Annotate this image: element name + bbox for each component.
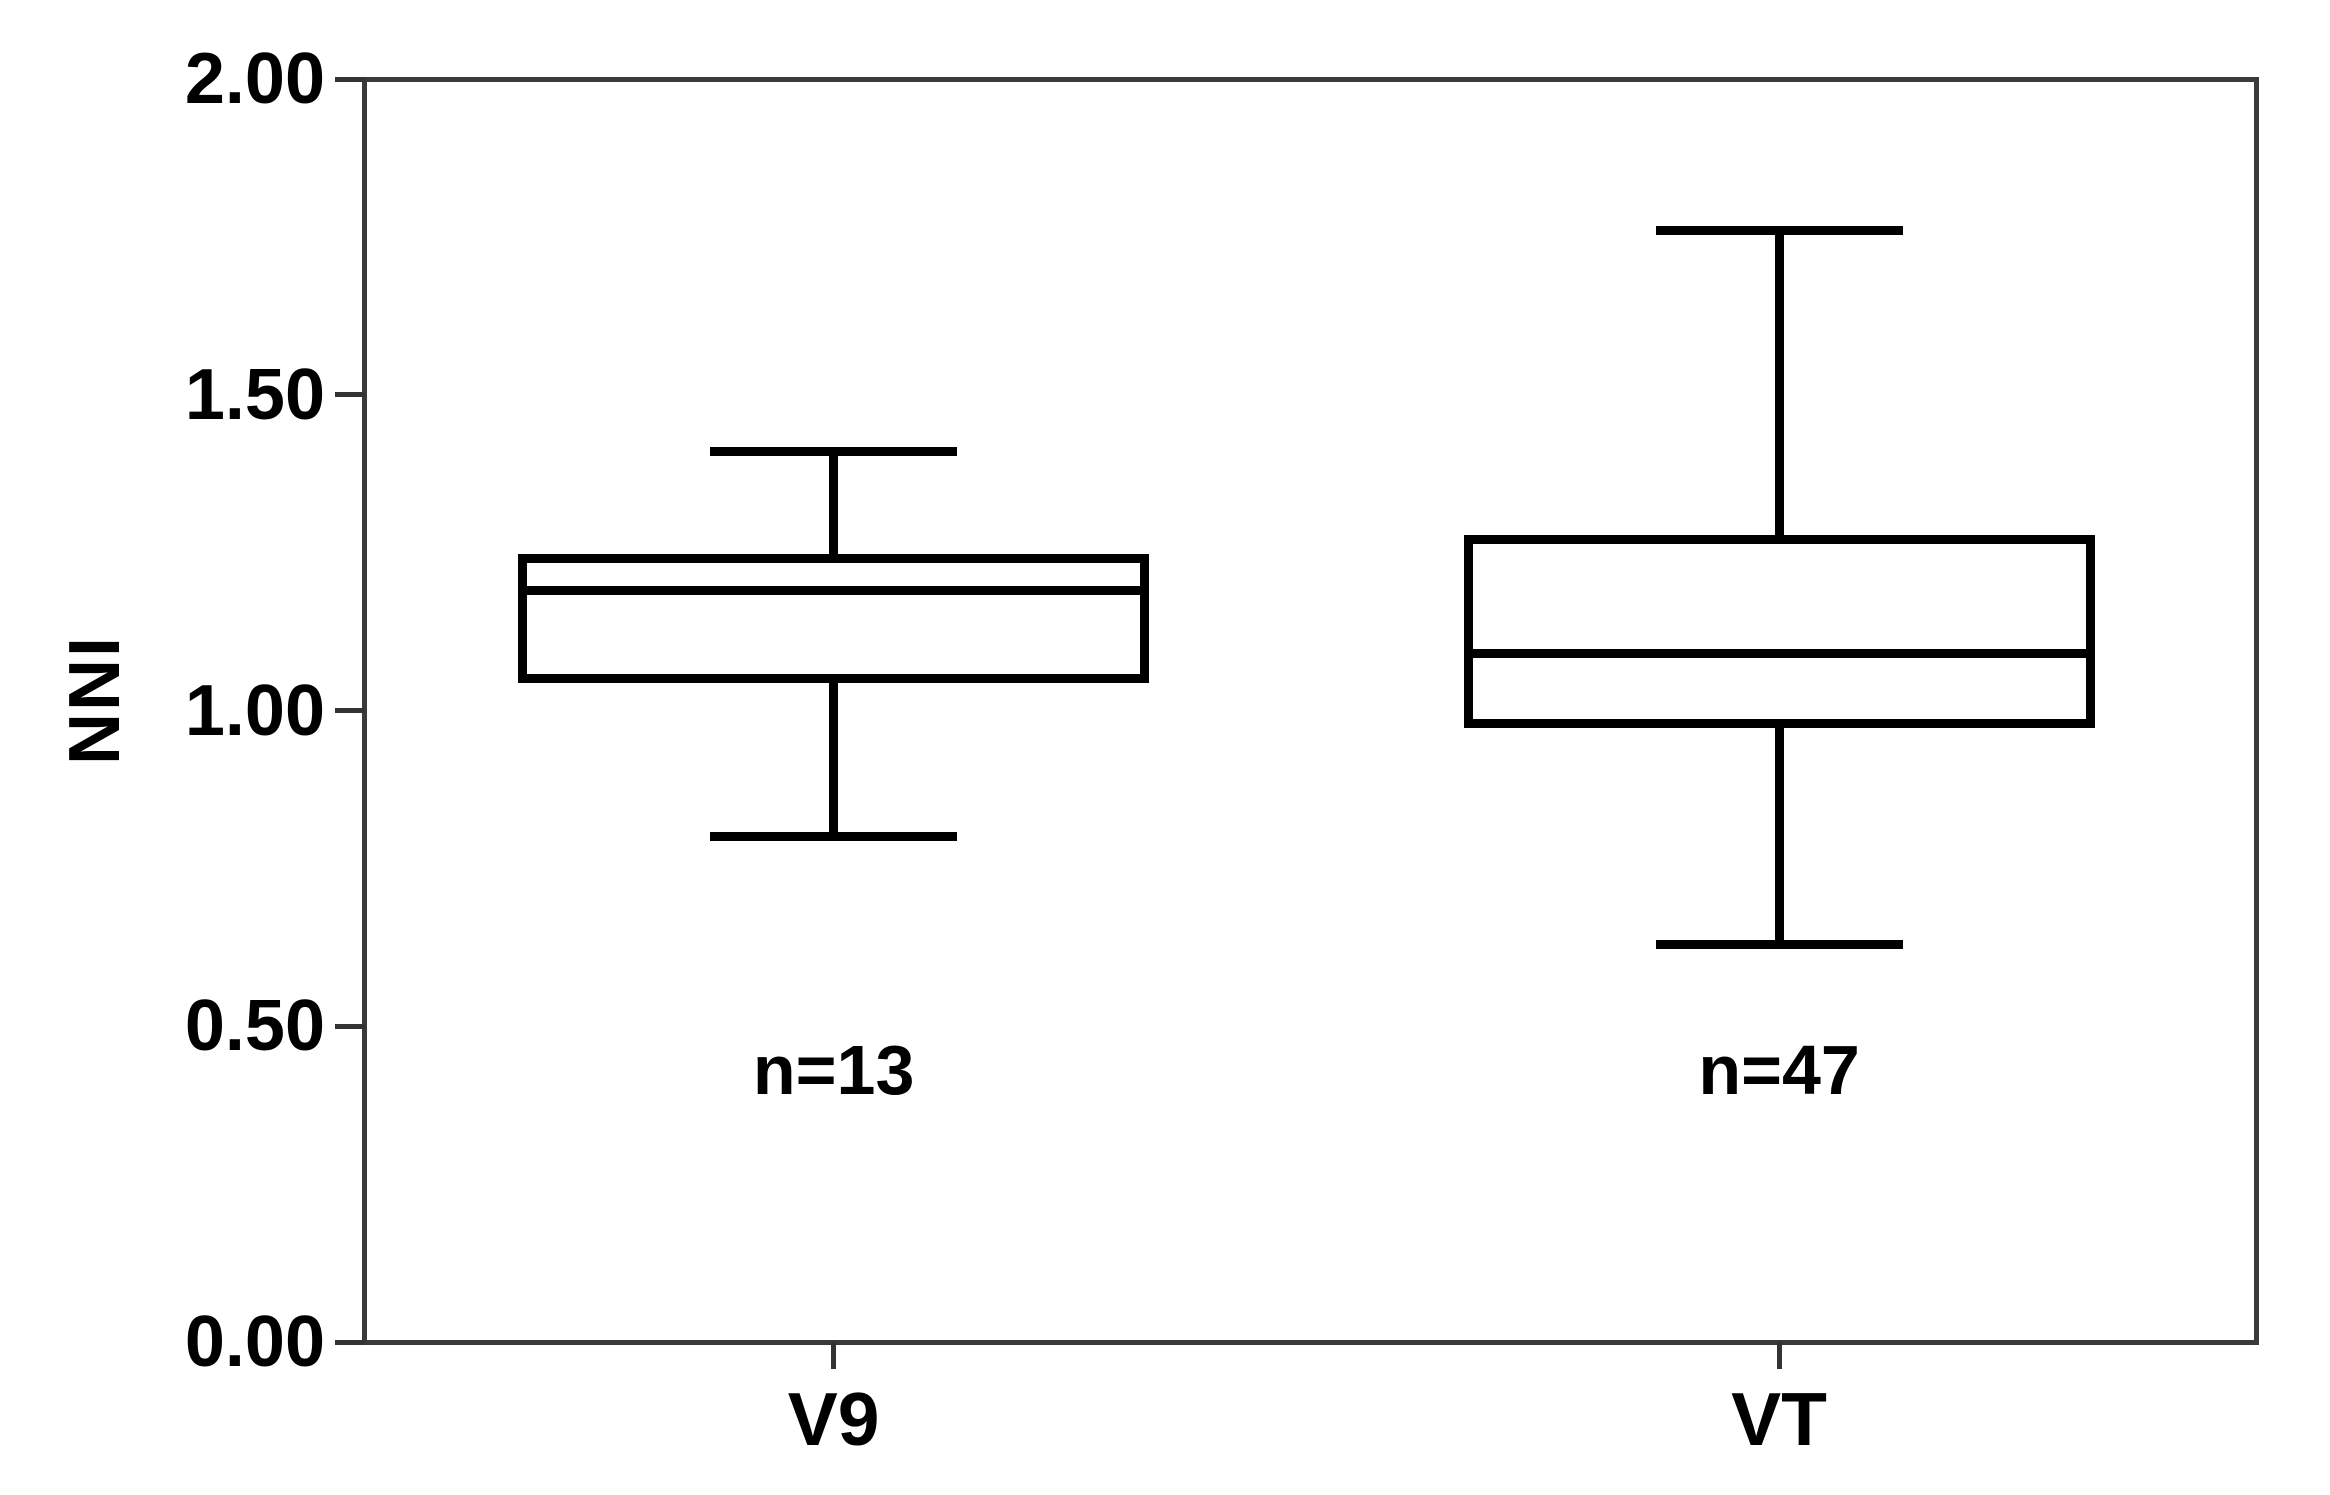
lower-whisker-cap <box>1655 939 1903 949</box>
y-tick-label: 1.00 <box>184 670 325 751</box>
sample-size-label: n=47 <box>1698 1031 1860 1110</box>
y-tick <box>335 1339 365 1345</box>
upper-whisker-cap <box>710 447 958 457</box>
x-category-label: V9 <box>787 1377 880 1461</box>
x-tick <box>831 1342 837 1369</box>
sample-size-label: n=13 <box>752 1031 915 1110</box>
iqr-box <box>518 554 1150 684</box>
y-tick <box>335 708 365 713</box>
median-line <box>522 586 1145 595</box>
y-tick-label: 1.50 <box>184 354 325 435</box>
x-category-label: VT <box>1731 1377 1827 1461</box>
iqr-box <box>1463 535 2095 728</box>
upper-whisker-cap <box>1655 226 1903 236</box>
y-tick <box>335 76 365 82</box>
lower-whisker-cap <box>710 832 958 842</box>
y-tick-label: 0.00 <box>184 1302 325 1382</box>
x-tick <box>1776 1342 1782 1369</box>
y-tick <box>335 392 365 398</box>
y-tick <box>335 1023 365 1029</box>
lower-whisker-stem <box>829 678 839 837</box>
y-tick-label: 2.00 <box>184 39 325 119</box>
upper-whisker-stem <box>1774 230 1784 540</box>
lower-whisker-stem <box>1774 723 1784 945</box>
median-line <box>1468 649 2091 659</box>
y-tick-label: 0.50 <box>184 986 325 1067</box>
upper-whisker-stem <box>829 451 839 559</box>
